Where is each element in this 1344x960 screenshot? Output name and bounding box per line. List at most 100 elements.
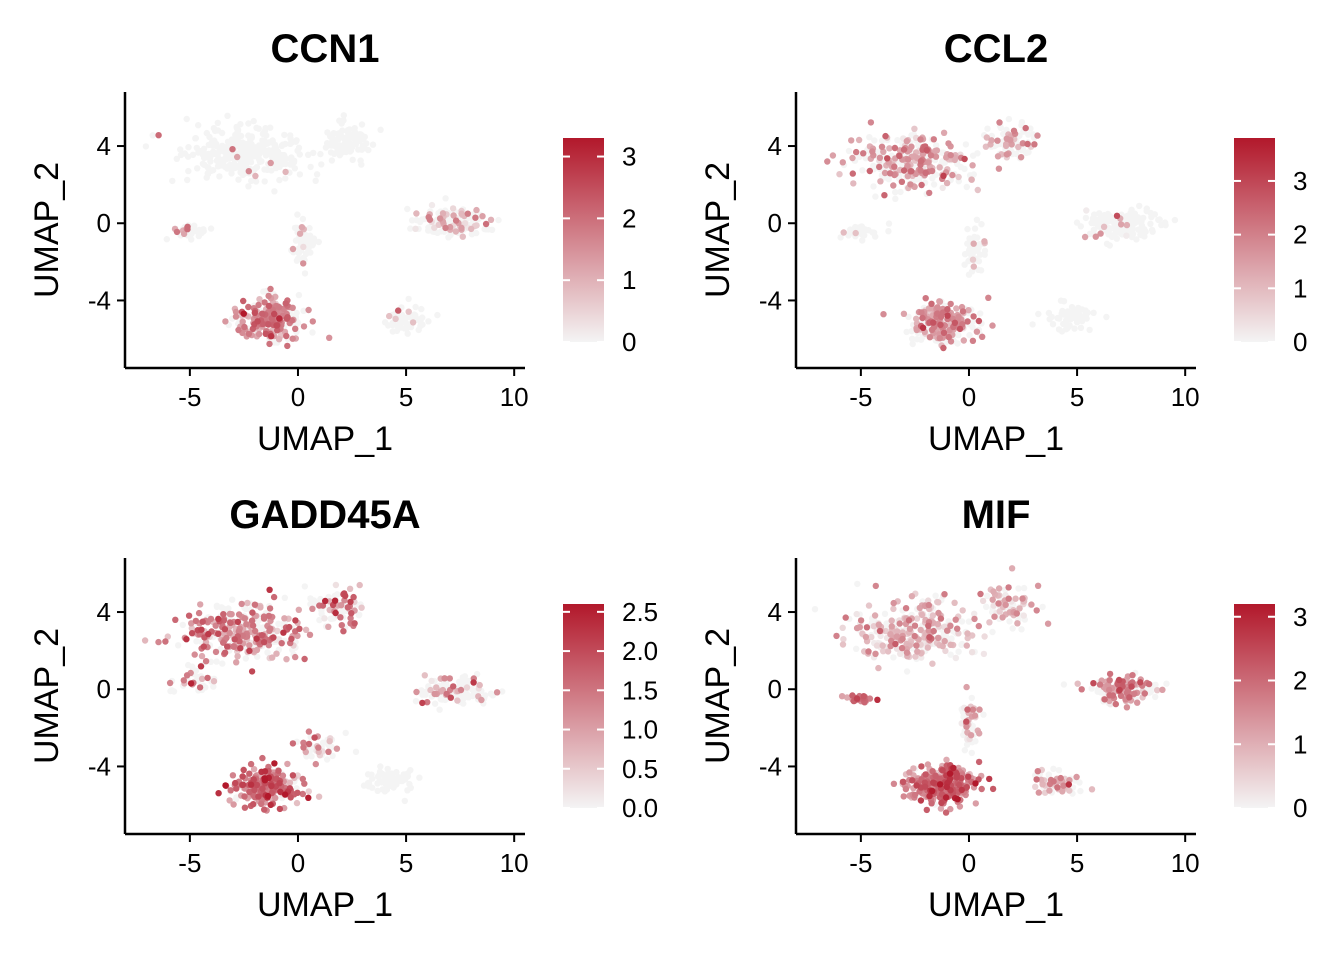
cell-point [243,144,250,152]
cell-point [305,794,312,801]
cell-point [305,306,312,314]
cell-point [142,143,150,150]
cell-point [891,144,899,152]
cell-point [204,674,211,682]
cell-point [942,647,949,655]
cell-point [226,797,233,804]
cell-point [295,250,302,257]
cell-point [284,342,291,350]
cell-point [212,622,219,629]
cell-point [922,169,929,177]
cell-point [1077,324,1085,331]
cell-point [1096,681,1104,688]
cell-point [955,313,962,320]
cell-point [923,147,930,154]
cell-point [843,694,851,701]
cell-point [327,615,334,622]
x-axis-title: UMAP_1 [257,886,393,924]
cell-point [281,594,288,601]
cell-point [348,610,355,617]
cell-point [253,646,261,654]
cell-point [1154,687,1161,694]
cell-point [944,312,951,319]
cell-point [235,628,242,635]
cell-point [269,654,276,661]
cell-point [337,614,344,621]
cell-point [1005,595,1012,602]
cell-point [248,617,256,624]
cell-point [1074,680,1081,687]
cell-point [261,127,269,135]
cell-point [299,790,306,798]
cell-point [436,706,443,713]
x-tick-label: 10 [1171,382,1200,412]
y-axis-title: UMAP_2 [28,628,66,764]
cell-point [1034,768,1042,775]
cell-point [317,150,324,158]
cell-point [184,223,191,230]
scatter-points [141,581,506,814]
cell-point [968,694,975,702]
cell-point [1106,677,1113,684]
cell-point [974,150,981,157]
cell-point [985,294,992,301]
cell-point [1103,313,1110,321]
cell-point [213,602,221,609]
cell-point [811,606,819,613]
cell-point [1032,783,1039,790]
cell-point [197,663,205,670]
cell-point [232,779,239,787]
cell-point [1034,582,1042,589]
cell-point [197,601,204,608]
cell-point [261,166,268,173]
cell-point [180,230,188,238]
cell-point [890,605,897,613]
cell-point [277,788,284,795]
cell-point [970,171,977,178]
cell-point [941,637,948,645]
cell-point [965,271,973,278]
cell-point [939,642,946,650]
cell-point [963,723,970,730]
cell-point [311,734,318,741]
cell-point [903,668,911,675]
cell-point [1143,205,1151,212]
cell-point [265,302,273,310]
cell-point [914,648,921,655]
cell-point [242,655,249,662]
cell-point [253,635,260,642]
cell-point [975,258,983,265]
cell-point [287,794,294,801]
cell-point [265,292,272,300]
cell-point [894,628,901,635]
cell-point [202,658,210,665]
cell-point [271,188,278,195]
cell-point [360,136,367,143]
cell-point [1044,620,1052,627]
cell-point [446,675,453,682]
cell-point [222,782,229,789]
cell-point [268,333,275,340]
cell-point [980,650,988,658]
cell-point [250,801,257,808]
cell-point [325,748,332,755]
cell-point [1020,612,1027,619]
cell-point [239,781,247,788]
x-tick-label: -5 [178,382,201,412]
cell-point [1124,227,1131,234]
cell-point [235,611,243,618]
cell-point [959,607,966,614]
cell-point [499,688,506,695]
cell-point [929,660,936,667]
cell-point [868,633,875,641]
cell-point [890,654,897,661]
cell-point [976,730,983,737]
cell-point [1137,679,1144,686]
cell-point [903,649,911,656]
cell-point [282,168,289,176]
cell-point [250,776,257,784]
cell-point [351,125,358,132]
cell-point [903,138,910,145]
cell-point [309,605,316,612]
cell-point [946,770,954,777]
